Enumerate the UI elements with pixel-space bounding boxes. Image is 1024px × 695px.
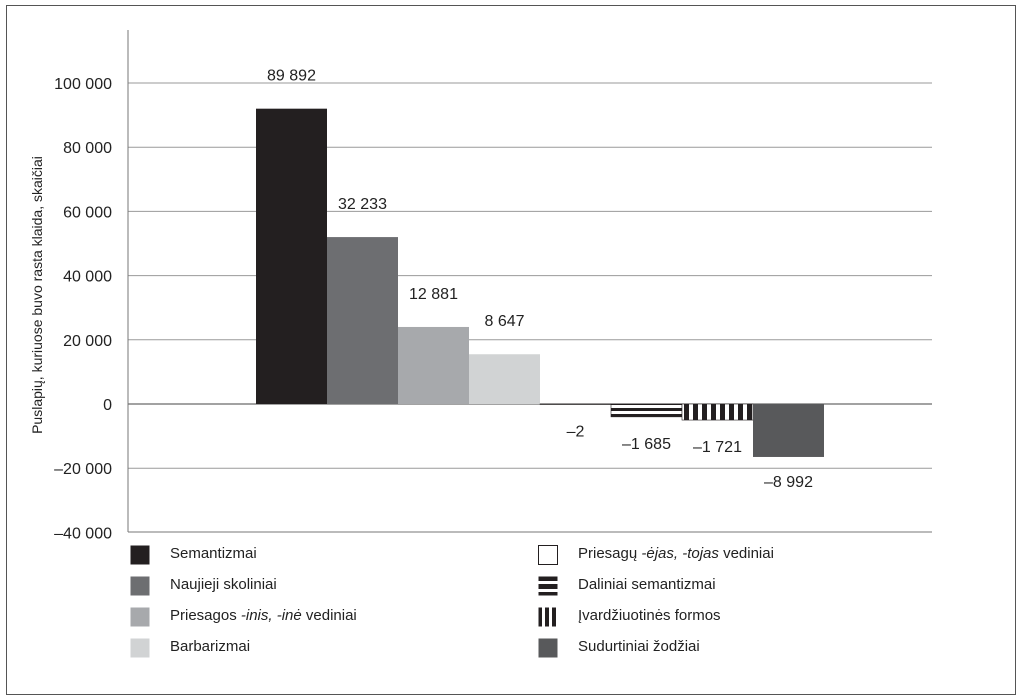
bar — [681, 403, 754, 421]
y-tick-label: 0 — [103, 397, 112, 414]
y-tick-label: 20 000 — [63, 333, 112, 350]
legend-swatch — [538, 607, 558, 627]
data-label: 32 233 — [338, 196, 387, 213]
legend-label: Įvardžiuotinės formos — [578, 607, 721, 624]
data-label: 8 647 — [484, 313, 524, 330]
legend-label: Daliniai semantizmai — [578, 576, 716, 593]
legend-label: Semantizmai — [170, 545, 257, 562]
legend-label: Priesagų -ėjas, -tojas vediniai — [578, 545, 774, 562]
bar — [469, 354, 540, 404]
bar — [610, 403, 683, 418]
legend-swatch — [538, 545, 558, 565]
data-label: 12 881 — [409, 286, 458, 303]
bar — [753, 404, 824, 457]
bar — [539, 403, 612, 405]
legend-swatch — [538, 638, 558, 658]
y-tick-label: –20 000 — [54, 461, 112, 478]
legend-swatch — [130, 607, 150, 627]
bar — [327, 237, 398, 404]
data-label: 89 892 — [267, 68, 316, 85]
legend-swatch — [130, 545, 150, 565]
y-tick-label: –40 000 — [54, 525, 112, 542]
legend-label: Priesagos -inis, -inė vediniai — [170, 607, 357, 624]
data-label: –2 — [567, 424, 585, 441]
data-label: –1 721 — [693, 439, 742, 456]
data-label: –1 685 — [622, 436, 671, 453]
legend-swatch — [538, 576, 558, 596]
bar — [256, 108, 327, 405]
legend-swatch — [130, 576, 150, 596]
y-tick-label: 40 000 — [63, 269, 112, 286]
legend-swatch — [130, 638, 150, 658]
legend-label: Sudurtiniai žodžiai — [578, 638, 700, 655]
y-tick-label: 100 000 — [54, 76, 112, 93]
data-label: –8 992 — [764, 474, 813, 491]
bar — [398, 326, 469, 404]
y-tick-label: 80 000 — [63, 140, 112, 157]
legend-label: Barbarizmai — [170, 638, 251, 655]
legend-label: Naujieji skoliniai — [170, 576, 277, 593]
y-tick-label: 60 000 — [63, 204, 112, 221]
